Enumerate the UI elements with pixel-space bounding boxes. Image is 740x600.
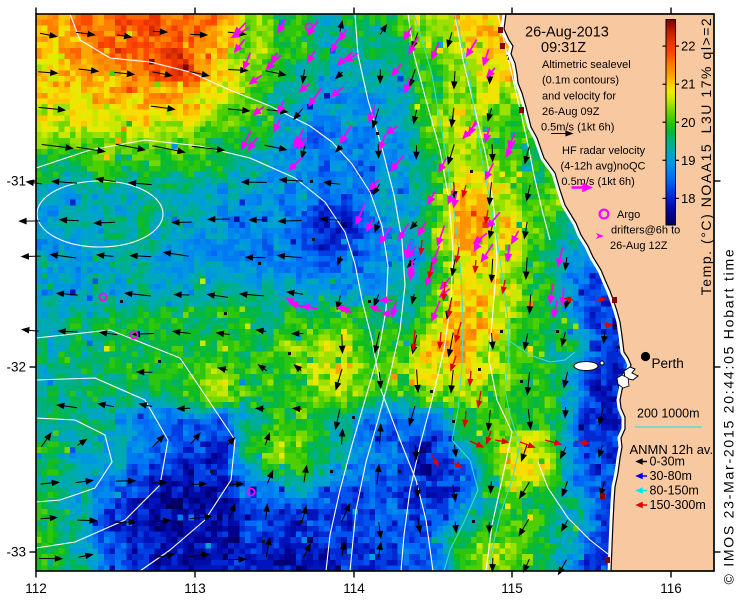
svg-text:Argo: Argo	[617, 209, 640, 221]
svg-text:113: 113	[184, 581, 206, 596]
svg-text:Altimetric sealevel: Altimetric sealevel	[542, 59, 631, 71]
svg-text:200 1000m: 200 1000m	[637, 407, 700, 421]
svg-text:115: 115	[501, 581, 523, 596]
svg-text:and velocity for: and velocity for	[542, 90, 616, 102]
svg-text:(4-12h avg)noQC: (4-12h avg)noQC	[561, 161, 646, 173]
svg-text:HF radar velocity: HF radar velocity	[562, 145, 646, 157]
svg-text:30-80m: 30-80m	[650, 469, 692, 483]
svg-text:26-Aug 09Z: 26-Aug 09Z	[542, 106, 600, 118]
svg-text:21: 21	[681, 77, 695, 92]
svg-text:112: 112	[25, 581, 47, 596]
svg-text:26-Aug-2013: 26-Aug-2013	[525, 25, 609, 41]
svg-text:19: 19	[681, 153, 695, 168]
svg-text:0.5m/s (1kt 6h): 0.5m/s (1kt 6h)	[561, 176, 634, 188]
svg-text:0.5m/s (1kt 6h): 0.5m/s (1kt 6h)	[541, 122, 614, 134]
svg-text:0-30m: 0-30m	[650, 455, 685, 469]
svg-text:Temp. (°C) NOAA15_L3U 17% ql>=: Temp. (°C) NOAA15_L3U 17% ql>=2	[698, 17, 714, 296]
svg-text:(0.1m contours): (0.1m contours)	[542, 75, 619, 87]
svg-text:-31: -31	[6, 174, 26, 189]
svg-text:22: 22	[681, 39, 695, 54]
svg-text:150-300m: 150-300m	[650, 498, 706, 512]
svg-text:80-150m: 80-150m	[650, 484, 699, 498]
svg-text:ANMN 12h av.: ANMN 12h av.	[630, 442, 714, 457]
svg-text:20: 20	[681, 115, 695, 130]
svg-text:116: 116	[660, 581, 682, 596]
svg-text:© IMOS 23-Mar-2015 20:44:05 Ho: © IMOS 23-Mar-2015 20:44:05 Hobart time	[721, 248, 737, 585]
svg-text:-32: -32	[6, 360, 26, 375]
svg-text:09:31Z: 09:31Z	[541, 40, 586, 56]
svg-text:drifters@6h to: drifters@6h to	[611, 225, 680, 237]
svg-text:18: 18	[681, 191, 695, 206]
svg-text:26-Aug 12Z: 26-Aug 12Z	[610, 240, 668, 252]
svg-text:Perth: Perth	[652, 356, 684, 371]
svg-text:-33: -33	[6, 545, 26, 560]
svg-text:114: 114	[343, 581, 365, 596]
